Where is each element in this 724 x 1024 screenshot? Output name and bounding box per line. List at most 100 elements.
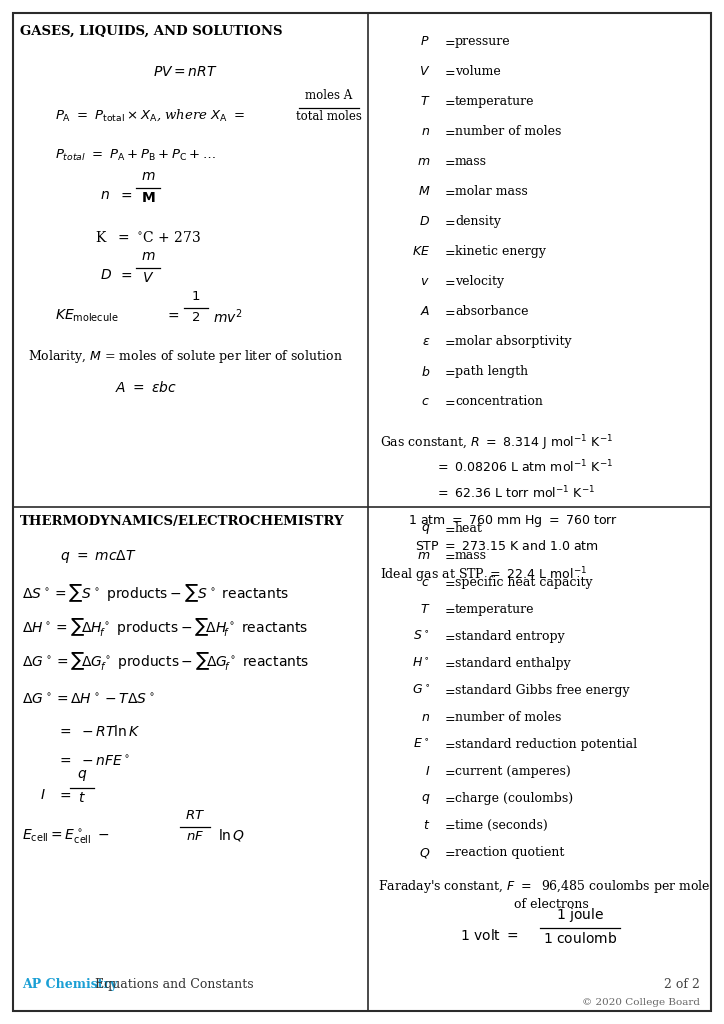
Text: $=$: $=$ [442, 765, 455, 778]
Text: $=$: $=$ [442, 792, 455, 805]
Text: $=$: $=$ [442, 738, 455, 751]
Text: $=$: $=$ [442, 819, 455, 831]
Text: absorbance: absorbance [455, 305, 529, 318]
Text: $=$: $=$ [442, 245, 455, 258]
Text: $\Delta G^\circ = \Delta H^\circ - T\Delta S^\circ$: $\Delta G^\circ = \Delta H^\circ - T\Del… [22, 693, 155, 708]
Text: $D$: $D$ [100, 268, 112, 282]
Text: $=$: $=$ [442, 35, 455, 48]
Text: $=$: $=$ [165, 308, 180, 322]
Text: concentration: concentration [455, 395, 543, 408]
Text: $=\ -RT\ln K$: $=\ -RT\ln K$ [57, 724, 140, 739]
Text: $1\ \mathrm{atm}\ =\ 760\ \mathrm{mm\ Hg}\ =\ 760\ \mathrm{torr}$: $1\ \mathrm{atm}\ =\ 760\ \mathrm{mm\ Hg… [408, 513, 618, 529]
Text: standard entropy: standard entropy [455, 630, 565, 643]
Text: $=$: $=$ [442, 603, 455, 616]
Text: standard Gibbs free energy: standard Gibbs free energy [455, 684, 630, 697]
Text: $Q$: $Q$ [418, 846, 430, 860]
Text: $KE_{\rm molecule}$: $KE_{\rm molecule}$ [55, 308, 119, 325]
Text: kinetic energy: kinetic energy [455, 245, 546, 258]
Text: $RT$: $RT$ [185, 809, 205, 822]
Text: $t$: $t$ [78, 791, 86, 805]
Text: $\varepsilon$: $\varepsilon$ [421, 335, 430, 348]
Text: $\Delta H^\circ = \sum\!\Delta H^\circ_{\!f}\ \mathrm{products} - \sum\!\Delta H: $\Delta H^\circ = \sum\!\Delta H^\circ_{… [22, 616, 308, 638]
Text: $P_{\it total}\ =\ P_{\rm A} + P_{\rm B} + P_{\rm C} + \ldots$: $P_{\it total}\ =\ P_{\rm A} + P_{\rm B}… [55, 148, 216, 163]
Text: $m$: $m$ [140, 249, 155, 263]
Text: $=$: $=$ [442, 65, 455, 78]
Text: © 2020 College Board: © 2020 College Board [582, 998, 700, 1007]
Text: $1\ \mathrm{coulomb}$: $1\ \mathrm{coulomb}$ [543, 931, 617, 946]
Text: $=\ 0.08206\ \mathrm{L\ atm\ mol^{-1}\ K^{-1}}$: $=\ 0.08206\ \mathrm{L\ atm\ mol^{-1}\ K… [435, 459, 613, 475]
Text: $V$: $V$ [418, 65, 430, 78]
Text: $PV = nRT$: $PV = nRT$ [153, 65, 217, 79]
Text: Gas constant, $R\ =\ 8.314\ \mathrm{J\ mol^{-1}\ K^{-1}}$: Gas constant, $R\ =\ 8.314\ \mathrm{J\ m… [380, 433, 613, 453]
Text: $=$: $=$ [57, 788, 72, 802]
Text: $V$: $V$ [142, 271, 154, 285]
Text: $\Delta S^\circ = \sum S^\circ\ \mathrm{products} - \sum S^\circ\ \mathrm{reacta: $\Delta S^\circ = \sum S^\circ\ \mathrm{… [22, 582, 289, 604]
Text: heat: heat [455, 522, 483, 535]
Text: standard reduction potential: standard reduction potential [455, 738, 637, 751]
Text: $=\ 62.36\ \mathrm{L\ torr\ mol^{-1}\ K^{-1}}$: $=\ 62.36\ \mathrm{L\ torr\ mol^{-1}\ K^… [435, 485, 595, 502]
Text: reaction quotient: reaction quotient [455, 846, 565, 859]
Text: $\mathrm{STP}\ =\ 273.15\ \mathrm{K\ and\ 1.0\ atm}$: $\mathrm{STP}\ =\ 273.15\ \mathrm{K\ and… [415, 539, 599, 553]
Text: specific heat capacity: specific heat capacity [455, 575, 593, 589]
Text: $=$: $=$ [442, 155, 455, 168]
Text: THERMODYNAMICS/ELECTROCHEMISTRY: THERMODYNAMICS/ELECTROCHEMISTRY [20, 515, 345, 528]
Text: $=$: $=$ [442, 846, 455, 859]
Text: volume: volume [455, 65, 501, 78]
Text: $=$: $=$ [442, 365, 455, 378]
Text: $=$: $=$ [118, 188, 132, 202]
Text: 2 of 2: 2 of 2 [664, 978, 700, 991]
Text: $\mathbf{M}$: $\mathbf{M}$ [140, 191, 155, 205]
Text: $=$: $=$ [442, 684, 455, 697]
Text: $KE$: $KE$ [412, 245, 430, 258]
Text: $=$: $=$ [442, 657, 455, 670]
Text: $=$: $=$ [442, 549, 455, 562]
Text: $=\ -nFE^\circ$: $=\ -nFE^\circ$ [57, 754, 130, 768]
Text: $\Delta G^\circ = \sum\!\Delta G^\circ_{\!f}\ \mathrm{products} - \sum\!\Delta G: $\Delta G^\circ = \sum\!\Delta G^\circ_{… [22, 650, 309, 672]
Text: Molarity, $M$ = moles of solute per liter of solution: Molarity, $M$ = moles of solute per lite… [28, 348, 342, 365]
Text: $=$: $=$ [442, 95, 455, 108]
Text: $1$: $1$ [191, 290, 201, 303]
Text: $q\ =\ mc\Delta T$: $q\ =\ mc\Delta T$ [60, 548, 137, 565]
Text: velocity: velocity [455, 275, 504, 288]
Text: $=$: $=$ [442, 711, 455, 724]
Text: molar absorptivity: molar absorptivity [455, 335, 572, 348]
Text: GASES, LIQUIDS, AND SOLUTIONS: GASES, LIQUIDS, AND SOLUTIONS [20, 25, 282, 38]
Text: $nF$: $nF$ [186, 830, 204, 843]
Text: $D$: $D$ [419, 215, 430, 228]
Text: $q$: $q$ [421, 522, 430, 536]
Text: $=$: $=$ [442, 305, 455, 318]
Text: $m$: $m$ [140, 169, 155, 183]
Text: K$\ \ =\ $$^{\circ}$C $+$ 273: K$\ \ =\ $$^{\circ}$C $+$ 273 [95, 230, 201, 245]
Text: $T$: $T$ [419, 603, 430, 616]
Text: $n$: $n$ [421, 711, 430, 724]
Text: $mv^2$: $mv^2$ [213, 307, 243, 326]
Text: $M$: $M$ [418, 185, 430, 198]
Text: $v$: $v$ [421, 275, 430, 288]
Text: $H^\circ$: $H^\circ$ [412, 657, 430, 670]
Text: temperature: temperature [455, 603, 534, 616]
Text: mass: mass [455, 155, 487, 168]
Text: $A$: $A$ [420, 305, 430, 318]
Text: $I$: $I$ [40, 788, 46, 802]
Text: $=$: $=$ [442, 125, 455, 138]
Text: $E_{\rm cell} = E^\circ_{\rm cell}\ -$: $E_{\rm cell} = E^\circ_{\rm cell}\ -$ [22, 827, 110, 846]
Text: $=$: $=$ [442, 395, 455, 408]
Text: mass: mass [455, 549, 487, 562]
Text: $c$: $c$ [421, 575, 430, 589]
Text: number of moles: number of moles [455, 125, 561, 138]
Text: $=$: $=$ [442, 185, 455, 198]
Text: $I$: $I$ [425, 765, 430, 778]
Text: current (amperes): current (amperes) [455, 765, 571, 778]
Text: $S^\circ$: $S^\circ$ [413, 630, 430, 643]
Text: pressure: pressure [455, 35, 510, 48]
Text: $n$: $n$ [421, 125, 430, 138]
Text: number of moles: number of moles [455, 711, 561, 724]
Text: $=$: $=$ [442, 335, 455, 348]
Text: $=$: $=$ [118, 268, 132, 282]
Text: total moles: total moles [296, 110, 362, 123]
Text: AP Chemistry: AP Chemistry [22, 978, 117, 991]
Text: density: density [455, 215, 501, 228]
Text: $\ln Q$: $\ln Q$ [218, 827, 245, 843]
Text: $1\ \mathrm{joule}$: $1\ \mathrm{joule}$ [556, 906, 604, 924]
Text: $P_{\rm A}\ =\ P_{\rm total}\times X_{\rm A}$, where $X_{\rm A}\ =$: $P_{\rm A}\ =\ P_{\rm total}\times X_{\r… [55, 108, 245, 124]
